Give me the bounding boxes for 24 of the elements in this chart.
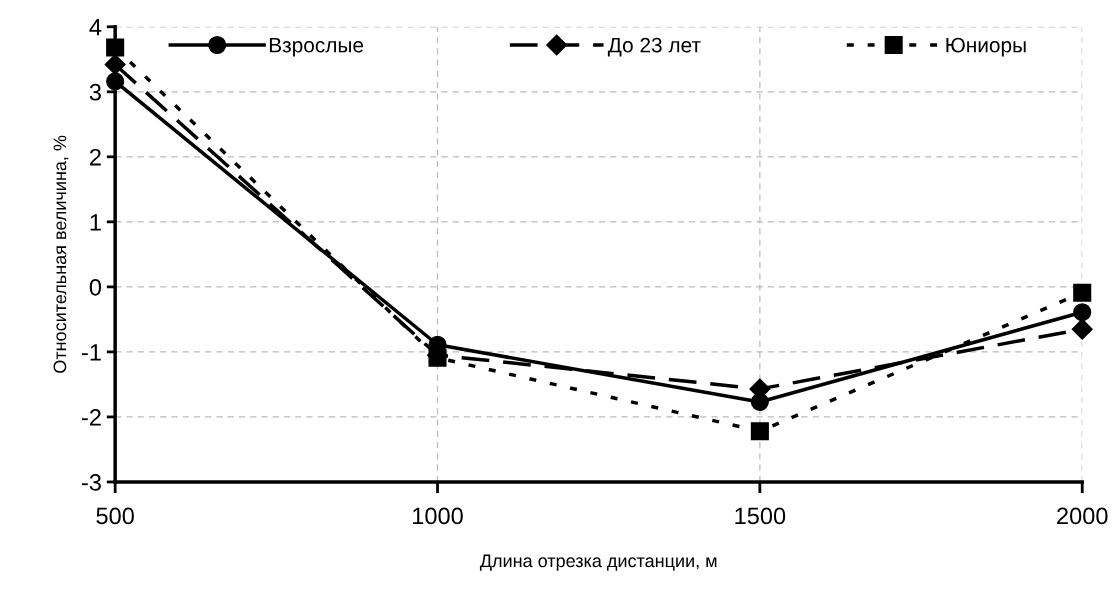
- legend-label: Взрослые: [269, 37, 364, 57]
- point: [428, 348, 447, 367]
- x-tick-label: 1500: [735, 507, 786, 525]
- point: [106, 38, 125, 57]
- y-tick-label: 3: [89, 83, 101, 101]
- y-tick-label: -3: [82, 474, 101, 491]
- x-tick-label: 1000: [413, 507, 463, 525]
- legend-label: До 23 лет: [607, 37, 701, 57]
- y-tick-label: -1: [82, 344, 101, 361]
- x-tick-label: 2000: [1057, 507, 1108, 525]
- y-tick-label: 1: [90, 214, 101, 231]
- legend-label: Юниоры: [946, 37, 1026, 57]
- point: [106, 72, 125, 91]
- point: [1071, 318, 1093, 340]
- x-tick-label: 500: [96, 507, 134, 525]
- y-tick-label: 4: [89, 19, 102, 36]
- point: [750, 422, 769, 441]
- y-tick-label: 2: [90, 148, 101, 166]
- y-axis-title: Относительная величина, %: [53, 135, 69, 373]
- point: [1073, 303, 1092, 322]
- x-axis-title: Длина отрезка дистанции, м: [479, 554, 717, 571]
- y-tick-label: 0: [89, 278, 102, 296]
- y-tick-label: -2: [82, 408, 101, 426]
- point: [1073, 283, 1092, 302]
